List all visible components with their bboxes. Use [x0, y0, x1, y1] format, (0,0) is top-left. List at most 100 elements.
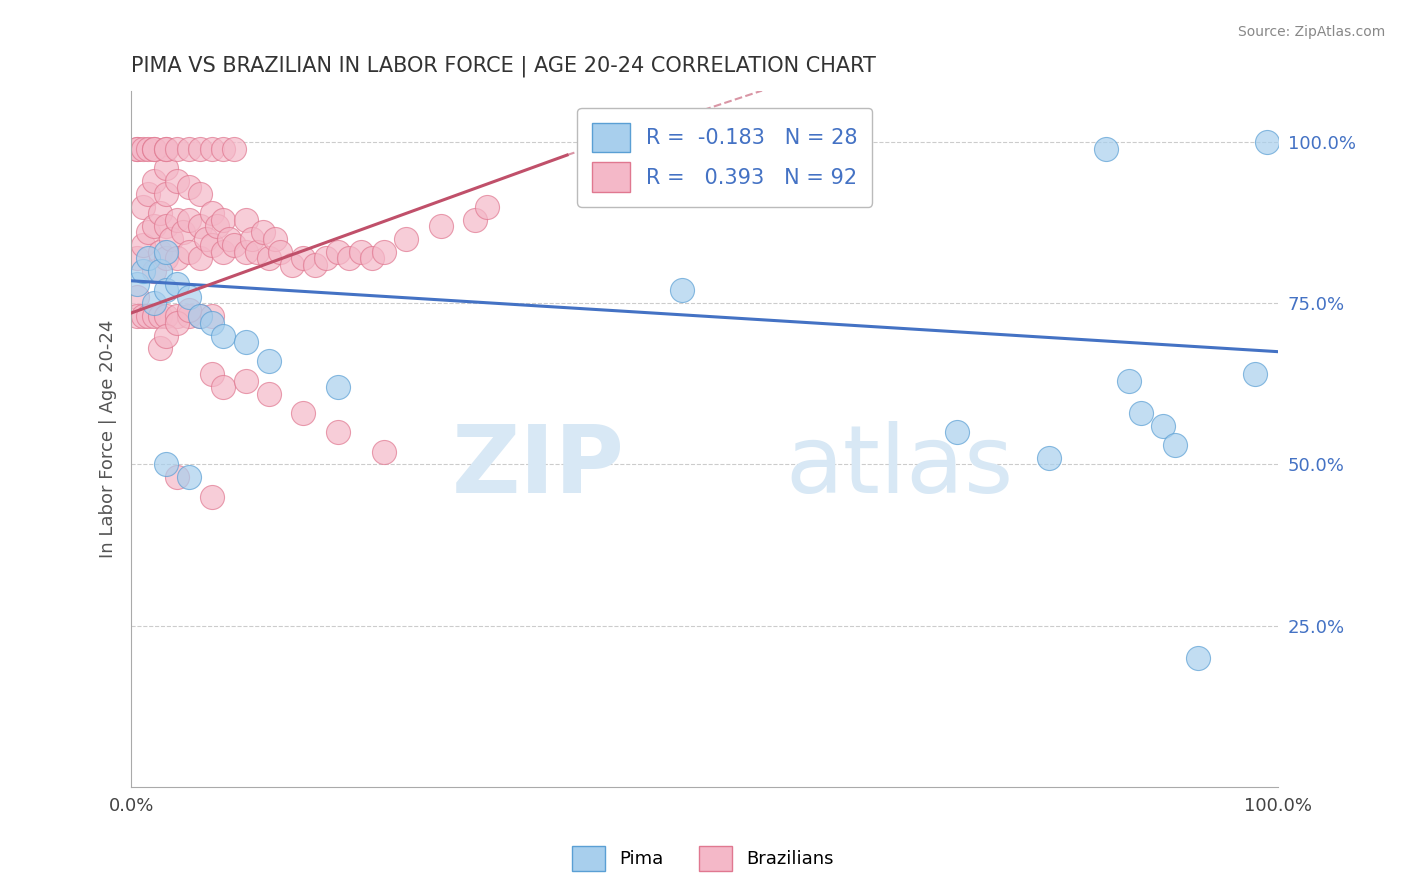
Point [349, 244, 371, 259]
Point [155, 458, 177, 472]
Point [292, 251, 315, 265]
Point [125, 142, 148, 156]
Point [373, 444, 395, 458]
Point [326, 380, 349, 394]
Point [235, 374, 257, 388]
Point [212, 328, 235, 343]
Point [212, 380, 235, 394]
Point [155, 186, 177, 201]
Point [475, 200, 498, 214]
Point [177, 180, 200, 194]
Point [188, 310, 211, 324]
Point [257, 251, 280, 265]
Point [177, 302, 200, 317]
Point [188, 251, 211, 265]
Point [304, 258, 326, 272]
Point [430, 219, 453, 233]
Point [132, 142, 155, 156]
Point [177, 142, 200, 156]
Point [155, 328, 177, 343]
Text: Source: ZipAtlas.com: Source: ZipAtlas.com [1237, 25, 1385, 39]
Point [155, 142, 177, 156]
Point [1152, 418, 1174, 433]
Point [235, 212, 257, 227]
Point [1118, 374, 1140, 388]
Point [212, 142, 235, 156]
Point [263, 232, 285, 246]
Point [194, 232, 217, 246]
Point [143, 142, 166, 156]
Point [1164, 438, 1187, 452]
Point [235, 244, 257, 259]
Point [138, 251, 160, 265]
Point [155, 219, 177, 233]
Point [207, 219, 229, 233]
Point [138, 186, 160, 201]
Point [292, 406, 315, 420]
Text: PIMA VS BRAZILIAN IN LABOR FORCE | AGE 20-24 CORRELATION CHART: PIMA VS BRAZILIAN IN LABOR FORCE | AGE 2… [131, 55, 876, 77]
Point [166, 310, 188, 324]
Point [188, 186, 211, 201]
Point [252, 226, 274, 240]
Point [671, 284, 693, 298]
Point [200, 316, 222, 330]
Point [200, 490, 222, 504]
Point [281, 258, 304, 272]
Point [1129, 406, 1152, 420]
Point [946, 425, 969, 440]
Point [125, 310, 148, 324]
Point [143, 174, 166, 188]
Point [149, 342, 172, 356]
Point [188, 310, 211, 324]
Point [235, 334, 257, 349]
Point [240, 232, 263, 246]
Point [125, 290, 148, 304]
Point [149, 310, 172, 324]
Point [269, 244, 291, 259]
Point [138, 310, 160, 324]
Point [166, 316, 188, 330]
Point [1095, 142, 1118, 156]
Point [1244, 368, 1267, 382]
Point [373, 244, 395, 259]
Point [143, 219, 166, 233]
Point [125, 277, 148, 291]
Point [177, 290, 200, 304]
Point [125, 251, 148, 265]
Point [200, 238, 222, 252]
Point [166, 174, 188, 188]
Point [177, 212, 200, 227]
Point [188, 219, 211, 233]
Point [138, 142, 160, 156]
Point [200, 206, 222, 220]
Point [166, 212, 188, 227]
Point [125, 142, 148, 156]
Point [143, 264, 166, 278]
Point [224, 142, 246, 156]
Point [155, 284, 177, 298]
Point [132, 264, 155, 278]
Point [143, 296, 166, 310]
Point [155, 310, 177, 324]
Point [224, 238, 246, 252]
Point [155, 251, 177, 265]
Point [155, 142, 177, 156]
Point [177, 310, 200, 324]
Point [1256, 135, 1278, 149]
Point [166, 277, 188, 291]
Point [155, 244, 177, 259]
Point [200, 142, 222, 156]
Text: ZIP: ZIP [451, 420, 624, 513]
Legend: Pima, Brazilians: Pima, Brazilians [565, 838, 841, 879]
Point [132, 200, 155, 214]
Point [326, 244, 349, 259]
Point [200, 310, 222, 324]
Point [143, 142, 166, 156]
Point [160, 232, 183, 246]
Point [1038, 451, 1060, 466]
Point [200, 368, 222, 382]
Point [132, 310, 155, 324]
Point [257, 354, 280, 368]
Y-axis label: In Labor Force | Age 20-24: In Labor Force | Age 20-24 [100, 319, 117, 558]
Legend: R =  -0.183   N = 28, R =   0.393   N = 92: R = -0.183 N = 28, R = 0.393 N = 92 [578, 108, 872, 207]
